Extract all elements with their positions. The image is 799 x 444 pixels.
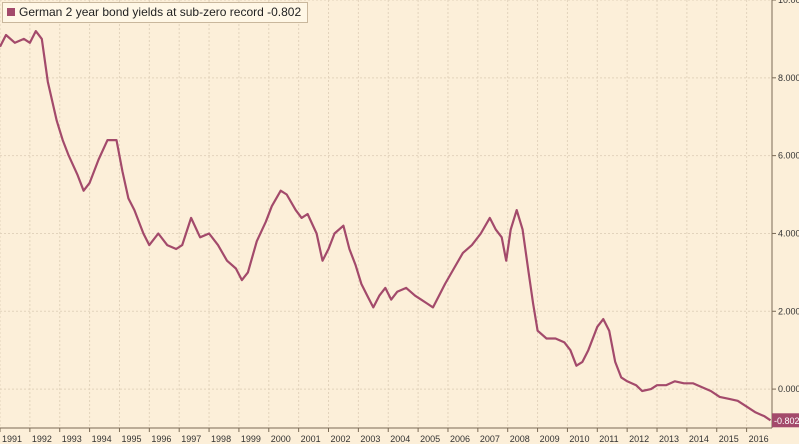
x-tick-label: 2011 [599,434,618,444]
x-tick-label: 1998 [211,434,231,444]
x-tick-label: 1994 [92,434,112,444]
x-tick-label: 1995 [121,434,141,444]
x-tick-label: 2006 [450,434,470,444]
y-tick-label: 8.000 [778,73,799,83]
x-tick-label: 1997 [181,434,201,444]
x-tick-label: 2004 [390,434,410,444]
x-tick-label: 2016 [749,434,769,444]
legend: German 2 year bond yields at sub-zero re… [2,2,309,23]
x-tick-label: 2013 [659,434,679,444]
x-tick-label: 2010 [569,434,589,444]
y-tick-label: 10.000 [778,0,799,5]
y-tick-label: 2.000 [778,306,799,316]
x-tick-label: 2001 [301,434,321,444]
y-tick-label: 4.000 [778,228,799,238]
series-line-0 [0,30,772,422]
y-tick-label: 0.000 [778,384,799,394]
legend-swatch [7,8,15,16]
x-tick-label: 2003 [360,434,380,444]
x-tick-label: 2015 [719,434,739,444]
x-tick-label: 2014 [689,434,709,444]
x-tick-label: 2008 [510,434,530,444]
last-value-label: -0.802 [774,416,799,426]
x-tick-label: 2012 [629,434,649,444]
x-tick-label: 1992 [32,434,52,444]
x-tick-label: 2000 [271,434,291,444]
last-value-badge [772,413,799,428]
x-tick-label: 2009 [540,434,560,444]
x-tick-label: 2002 [331,434,351,444]
x-tick-label: 2005 [420,434,440,444]
legend-label: German 2 year bond yields at sub-zero re… [19,5,302,19]
x-tick-label: 1996 [151,434,171,444]
x-tick-label: 1999 [241,434,261,444]
x-tick-label: 2007 [480,434,500,444]
y-tick-label: 6.000 [778,151,799,161]
x-tick-label: 1993 [62,434,82,444]
x-tick-label: 1991 [2,434,22,444]
